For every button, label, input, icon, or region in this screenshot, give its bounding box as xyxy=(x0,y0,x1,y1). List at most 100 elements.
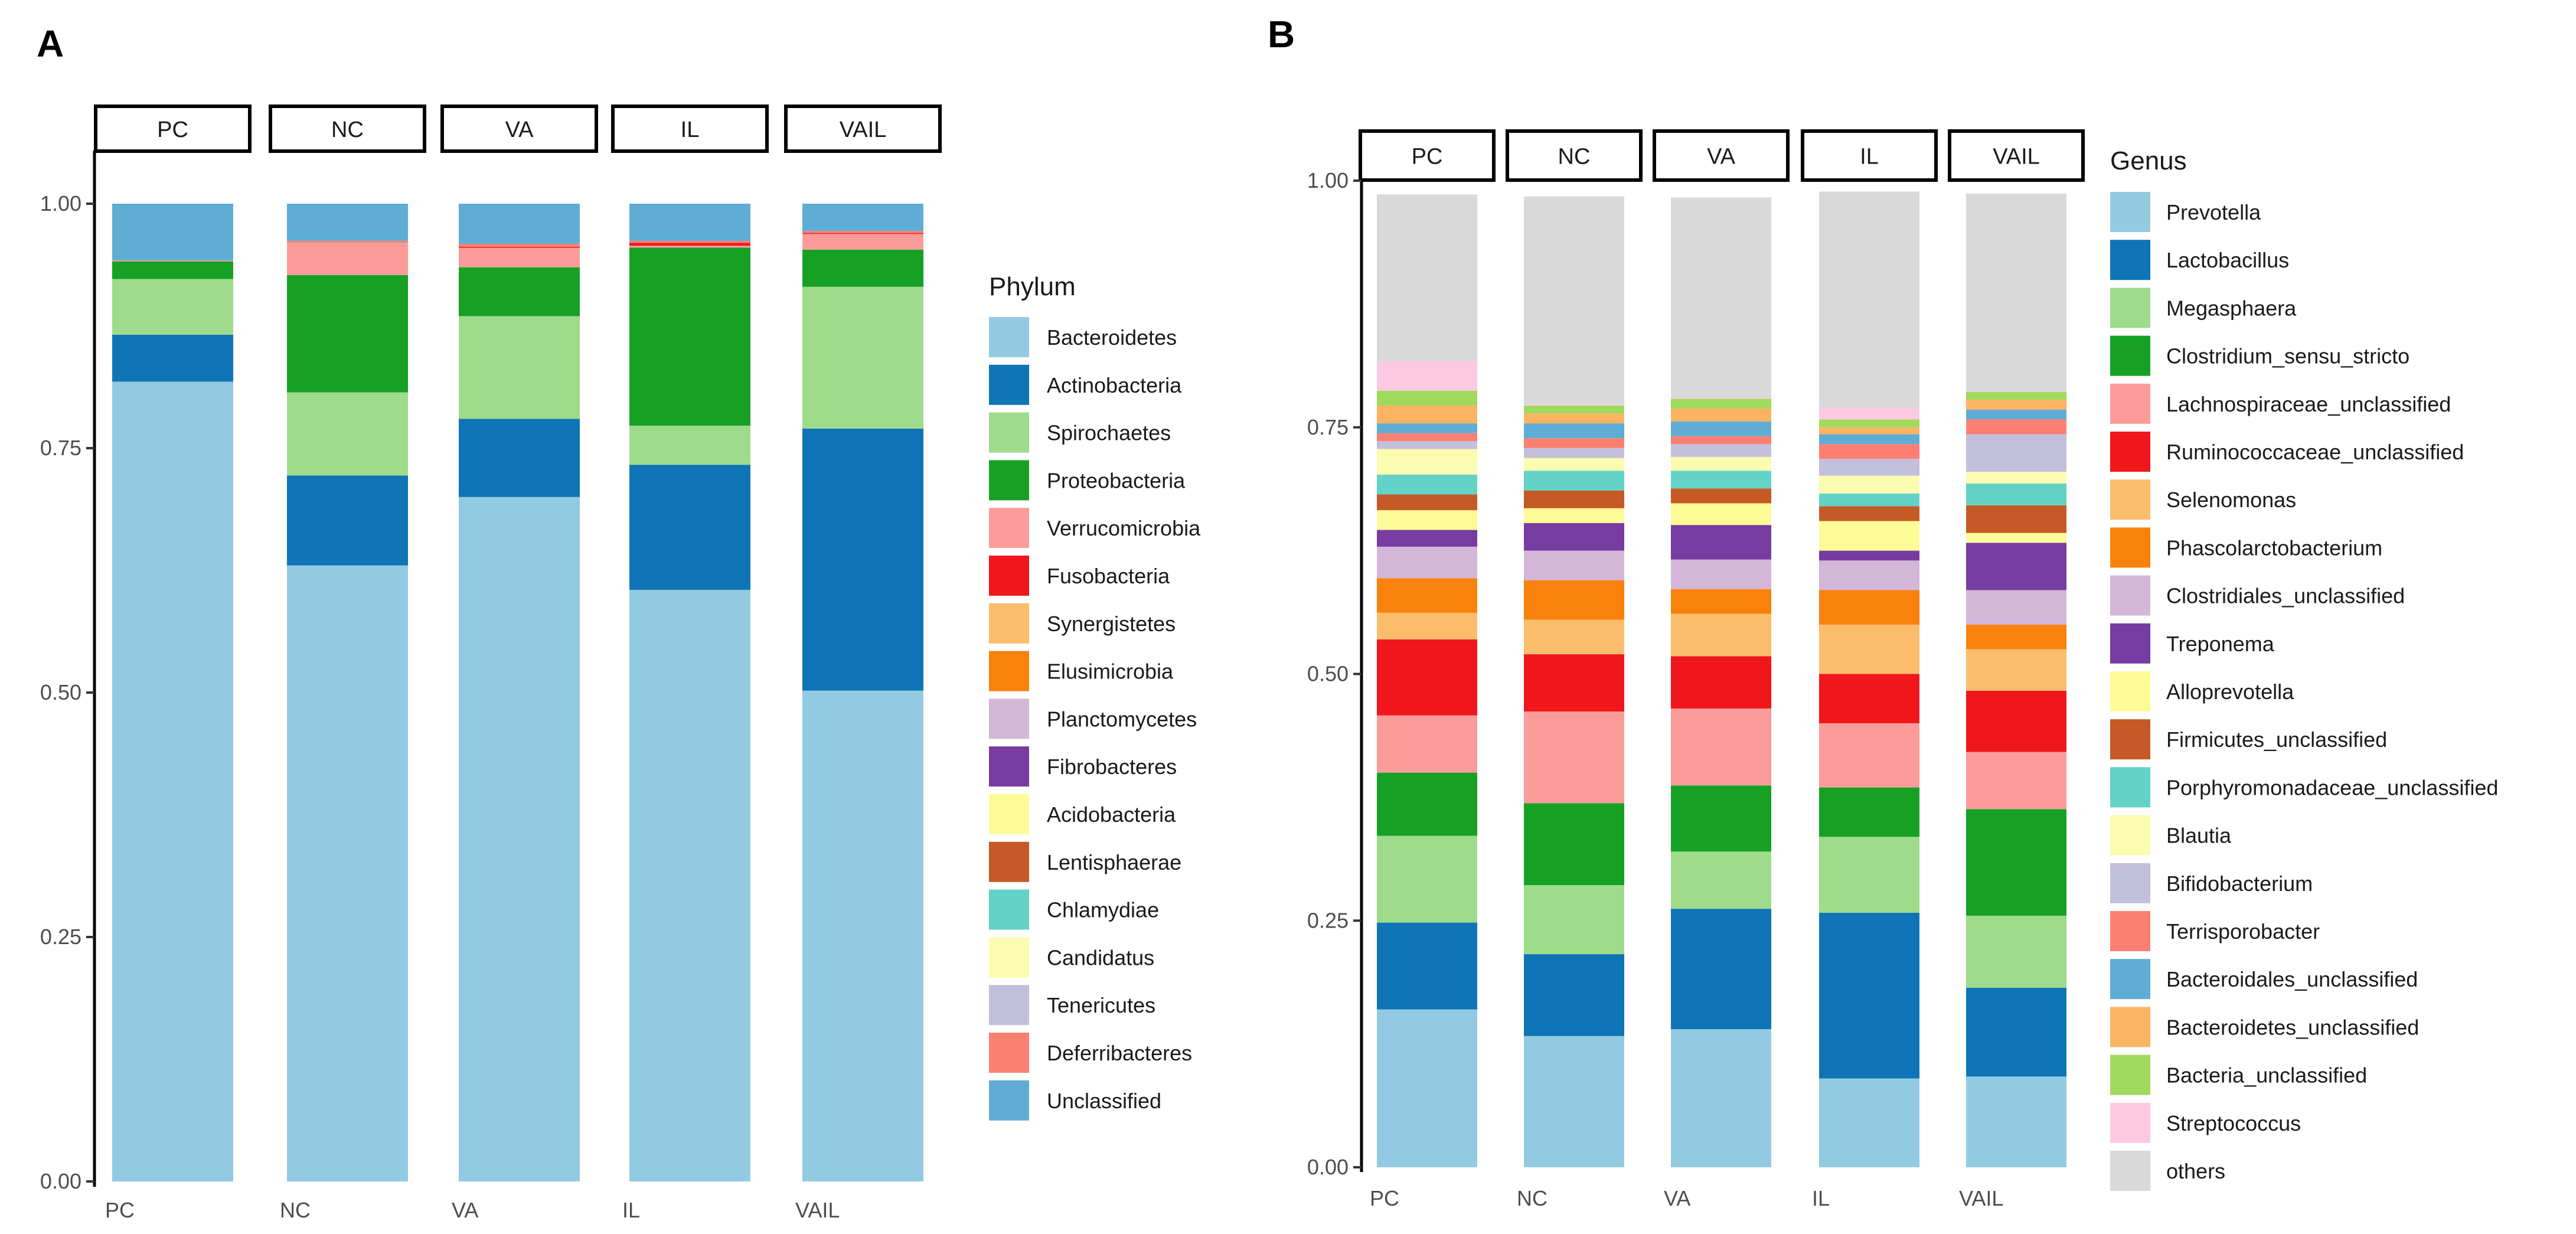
phylum-legend-label-planctomycetes: Planctomycetes xyxy=(1047,707,1197,731)
phylum-facet-strip xyxy=(784,105,942,153)
genus-legend-label-lachnospiraceae-unclassified: Lachnospiraceae_unclassified xyxy=(2166,392,2451,416)
phylum-bar-segment-proteobacteria xyxy=(802,249,923,287)
phylum-facet-label: PC xyxy=(157,117,188,142)
genus-legend-swatch-alloprevotella xyxy=(2110,671,2150,711)
genus-bar-segment-bacteroidetes-unclassified xyxy=(1819,427,1919,435)
phylum-facet-label: NC xyxy=(331,117,364,142)
phylum-legend-label-synergistetes: Synergistetes xyxy=(1047,612,1176,636)
phylum-bar-segment-bacteroidetes xyxy=(629,590,750,1181)
phylum-legend-label-chlamydiae: Chlamydiae xyxy=(1047,898,1159,922)
genus-y-tick-label: 0.50 xyxy=(1307,662,1349,686)
genus-legend-label-prevotella: Prevotella xyxy=(2166,200,2261,224)
phylum-legend-label-verrucomicrobia: Verrucomicrobia xyxy=(1047,516,1201,540)
genus-bar-segment-bifidobacterium xyxy=(1524,448,1624,458)
genus-legend-label-phascolarctobacterium: Phascolarctobacterium xyxy=(2166,536,2382,560)
genus-bar-segment-lachnospiraceae-unclassified xyxy=(1671,708,1771,786)
genus-bar-segment-porphyromonadaceae-unclassified xyxy=(1819,493,1919,507)
phylum-bar-segment-deferribacteres xyxy=(287,240,408,243)
phylum-bar-segment-proteobacteria xyxy=(112,261,233,279)
genus-bar-segment-megasphaera xyxy=(1377,835,1477,923)
genus-bar-segment-clostridiales-unclassified xyxy=(1377,546,1477,579)
phylum-legend-label-unclassified: Unclassified xyxy=(1047,1089,1161,1113)
phylum-bar-segment-unclassified xyxy=(802,204,923,231)
phylum-legend-label-spirochaetes: Spirochaetes xyxy=(1047,421,1171,445)
genus-legend-swatch-ruminococcaceae-unclassified xyxy=(2110,432,2150,472)
phylum-bar-segment-spirochaetes xyxy=(287,392,408,476)
phylum-bar-segment-fusobacteria xyxy=(459,246,580,248)
genus-legend-label-porphyromonadaceae-unclassified: Porphyromonadaceae_unclassified xyxy=(2166,775,2498,799)
genus-bar-segment-bacteria-unclassified xyxy=(1966,391,2066,400)
genus-bar-segment-lactobacillus xyxy=(1819,912,1919,1079)
genus-bar-segment-treponema xyxy=(1524,523,1624,551)
phylum-legend-label-lentisphaerae: Lentisphaerae xyxy=(1047,850,1181,874)
genus-bar-segment-treponema xyxy=(1377,530,1477,547)
genus-legend-swatch-bacteria-unclassified xyxy=(2110,1055,2150,1095)
phylum-bar-segment-deferribacteres xyxy=(459,243,580,247)
genus-facet-strip xyxy=(1801,129,1938,182)
phylum-bar-segment-proteobacteria xyxy=(629,247,750,426)
genus-bar-segment-lachnospiraceae-unclassified xyxy=(1377,715,1477,773)
phylum-bar-segment-verrucomicrobia xyxy=(629,246,750,248)
genus-bar-segment-lactobacillus xyxy=(1966,987,2066,1077)
genus-y-tick-label: 1.00 xyxy=(1307,168,1349,192)
genus-bar-segment-porphyromonadaceae-unclassified xyxy=(1524,471,1624,491)
phylum-legend-swatch-bacteroidetes xyxy=(989,317,1029,357)
genus-bar-segment-lactobacillus xyxy=(1377,922,1477,1010)
genus-legend-label-alloprevotella: Alloprevotella xyxy=(2166,680,2294,704)
phylum-bar-segment-spirochaetes xyxy=(802,286,923,429)
genus-legend-label-terrisporobacter: Terrisporobacter xyxy=(2166,919,2320,944)
genus-y-tick-label: 0.75 xyxy=(1307,415,1349,439)
phylum-legend-swatch-spirochaetes xyxy=(989,412,1029,453)
genus-bar-segment-firmicutes-unclassified xyxy=(1671,488,1771,504)
genus-legend-label-megasphaera: Megasphaera xyxy=(2166,296,2297,320)
genus-bar-segment-phascolarctobacterium xyxy=(1671,589,1771,614)
genus-legend-label-bacteroidales-unclassified: Bacteroidales_unclassified xyxy=(2166,967,2418,991)
genus-legend-swatch-lactobacillus xyxy=(2110,240,2150,280)
genus-legend-swatch-terrisporobacter xyxy=(2110,911,2150,951)
genus-bar-segment-others xyxy=(1819,191,1919,408)
phylum-facet-strip xyxy=(440,105,598,153)
phylum-bar-segment-unclassified xyxy=(459,204,580,244)
genus-bar-segment-clostridium-sensu-stricto xyxy=(1671,785,1771,852)
genus-legend-label-bacteria-unclassified: Bacteria_unclassified xyxy=(2166,1063,2367,1088)
genus-bar-segment-lachnospiraceae-unclassified xyxy=(1524,711,1624,804)
genus-legend-swatch-megasphaera xyxy=(2110,288,2150,328)
genus-bar-segment-firmicutes-unclassified xyxy=(1819,506,1919,521)
phylum-bar-segment-verrucomicrobia xyxy=(287,243,408,275)
genus-y-tick-label: 0.25 xyxy=(1307,908,1349,932)
genus-bar-segment-bifidobacterium xyxy=(1966,434,2066,472)
genus-bar-segment-blautia xyxy=(1819,475,1919,494)
phylum-legend-swatch-unclassified xyxy=(989,1080,1029,1121)
genus-bar-segment-clostridiales-unclassified xyxy=(1819,560,1919,590)
genus-bar-segment-alloprevotella xyxy=(1819,521,1919,551)
genus-bar-segment-prevotella xyxy=(1819,1078,1919,1167)
phylum-y-tick-label: 0.75 xyxy=(40,436,81,460)
phylum-legend-swatch-acidobacteria xyxy=(989,794,1029,834)
phylum-bar-segment-unclassified xyxy=(629,204,750,241)
phylum-bar-segment-fusobacteria xyxy=(802,233,923,234)
phylum-legend-swatch-chlamydiae xyxy=(989,889,1029,930)
genus-bar-segment-bacteroidales-unclassified xyxy=(1671,421,1771,436)
phylum-legend-swatch-deferribacteres xyxy=(989,1033,1029,1073)
phylum-legend-swatch-proteobacteria xyxy=(989,460,1029,501)
genus-bar-segment-alloprevotella xyxy=(1671,503,1771,525)
genus-bar-segment-alloprevotella xyxy=(1524,508,1624,523)
genus-bar-segment-firmicutes-unclassified xyxy=(1966,505,2066,533)
genus-bar-segment-alloprevotella xyxy=(1377,510,1477,530)
genus-facet-label: PC xyxy=(1412,145,1443,169)
phylum-x-tick-label: VAIL xyxy=(795,1198,840,1222)
genus-bar-segment-clostridium-sensu-stricto xyxy=(1819,787,1919,837)
genus-bar-segment-bacteria-unclassified xyxy=(1524,405,1624,414)
genus-bar-segment-megasphaera xyxy=(1819,837,1919,913)
genus-bar-segment-blautia xyxy=(1524,458,1624,471)
genus-bar-segment-alloprevotella xyxy=(1966,533,2066,543)
genus-bar-segment-firmicutes-unclassified xyxy=(1377,494,1477,511)
genus-bar-segment-streptococcus xyxy=(1377,361,1477,391)
genus-bar-segment-clostridiales-unclassified xyxy=(1524,550,1624,580)
phylum-legend-label-deferribacteres: Deferribacteres xyxy=(1047,1041,1192,1065)
genus-legend-label-blautia: Blautia xyxy=(2166,824,2232,848)
genus-bar-segment-streptococcus xyxy=(1966,390,2066,392)
phylum-legend-label-fusobacteria: Fusobacteria xyxy=(1047,564,1170,588)
phylum-legend-label-acidobacteria: Acidobacteria xyxy=(1047,802,1176,827)
